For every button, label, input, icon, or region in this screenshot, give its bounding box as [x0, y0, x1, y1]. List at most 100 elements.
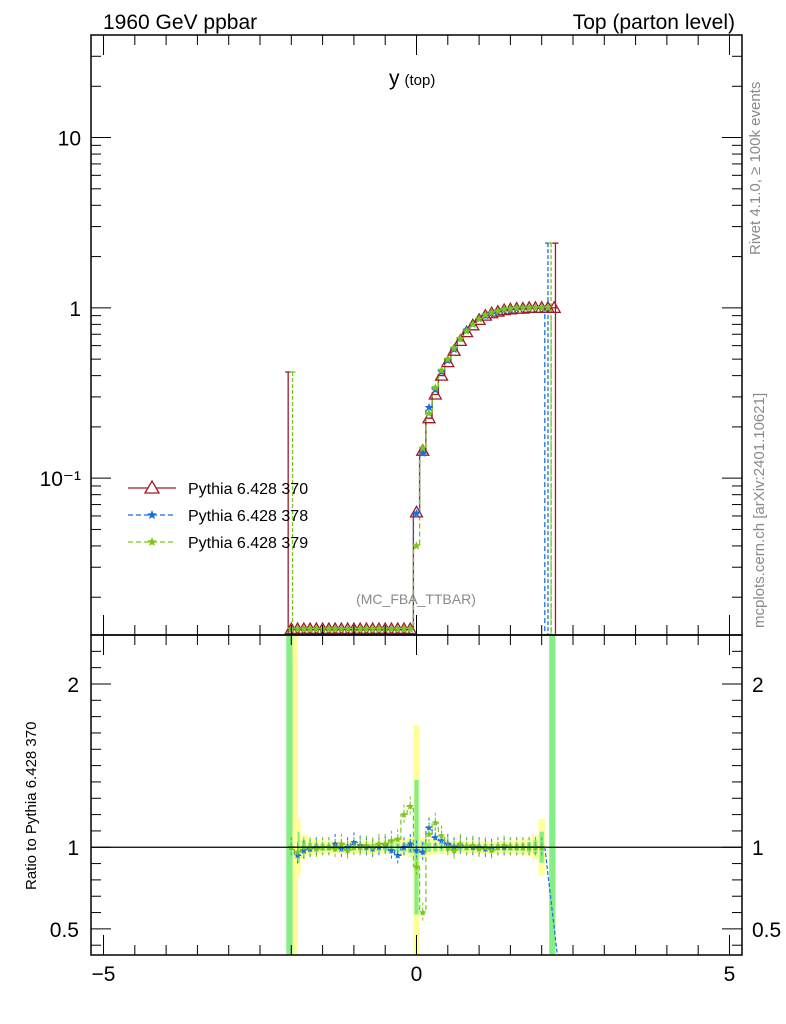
legend: Pythia 6.428 370 Pythia 6.428 378 Pythia 6…: [128, 479, 308, 552]
edge-band: [549, 636, 556, 954]
marker-379: [362, 624, 371, 633]
marker-379: [512, 303, 521, 312]
marker-370: [471, 312, 487, 326]
marker-379: [293, 624, 302, 633]
marker-379: [449, 343, 459, 352]
ratio-y-tick-label: 0.5: [50, 919, 79, 942]
marker-379: [456, 334, 465, 343]
ratio-marker: [387, 836, 396, 844]
marker-379: [355, 624, 365, 633]
marker-370: [421, 410, 437, 424]
ratio-y-tick-label: 1: [67, 837, 79, 860]
marker-379: [487, 307, 496, 317]
marker-379: [424, 408, 434, 418]
ratio-uncertainty-bands: [286, 635, 556, 955]
series-line-0: [288, 307, 558, 630]
ratio-marker: [475, 845, 483, 852]
plot-title-main: y: [389, 67, 400, 90]
y-tick-label: 10: [58, 128, 81, 151]
marker-370: [409, 505, 424, 518]
ratio-marker: [406, 840, 414, 848]
ratio-drop-line: [544, 847, 558, 956]
marker-379: [518, 303, 528, 312]
ratio-marker: [425, 823, 433, 831]
plot-title-sub: (top): [405, 72, 436, 89]
ratio-marker: [431, 833, 439, 841]
legend-marker: [147, 537, 157, 546]
marker-379: [468, 319, 478, 328]
ratio-marker: [350, 838, 358, 846]
ratio-marker: [294, 848, 302, 856]
ratio-marker: [437, 836, 446, 844]
marker-379: [524, 303, 534, 312]
ratio-marker: [344, 846, 352, 854]
marker-379: [412, 541, 421, 550]
marker-370: [440, 354, 455, 368]
marker-370: [453, 333, 468, 347]
x-tick-label: 5: [724, 963, 736, 986]
ratio-marker: [488, 846, 496, 854]
marker-379: [305, 624, 315, 633]
series-line-2: [288, 307, 558, 636]
marker-379: [493, 306, 503, 315]
ratio-marker: [412, 863, 421, 870]
legend-marker-370: [143, 479, 161, 494]
ratio-marker: [425, 830, 433, 838]
marker-379: [324, 624, 334, 633]
process-label: Top (parton level): [573, 11, 735, 34]
marker-370: [446, 343, 462, 356]
marker-379: [481, 310, 490, 319]
marker-379: [506, 304, 515, 313]
marker-379: [368, 624, 377, 633]
marker-370: [459, 324, 474, 338]
plot-title: y (top): [389, 67, 435, 90]
marker-379: [312, 624, 321, 633]
ratio-y-tick-label-right: 1: [752, 837, 764, 860]
ratio-marker: [312, 845, 320, 852]
marker-370: [434, 368, 449, 381]
marker-379: [418, 443, 427, 452]
ratio-marker: [431, 819, 439, 826]
ratio-marker: [381, 840, 389, 848]
marker-378: [418, 448, 427, 457]
ratio-marker: [419, 908, 427, 916]
main-plot-data: [284, 242, 562, 636]
series-line-1: [288, 307, 558, 636]
ratio-marker: [450, 846, 458, 854]
marker-379: [299, 624, 309, 633]
ratio-y-tick-label: 2: [67, 674, 79, 697]
ratio-marker: [406, 802, 414, 810]
legend-label: Pythia 6.428 379: [188, 535, 308, 552]
marker-379: [537, 303, 546, 312]
marker-379: [406, 624, 415, 633]
ratio-marker: [337, 845, 345, 852]
ratio-marker: [331, 840, 339, 848]
ratio-marker: [394, 835, 402, 843]
ratio-marker: [387, 846, 396, 854]
marker-378: [412, 509, 421, 518]
ratio-marker: [394, 851, 402, 859]
marker-379: [531, 303, 540, 312]
edge-band: [286, 636, 293, 954]
axes-ticks: 10⁻¹ 1 10 0.5 0.5 1 1 2 2 −5 0 5: [40, 34, 781, 986]
y-tick-label: 1: [69, 298, 81, 321]
marker-379: [337, 624, 346, 633]
ratio-marker: [456, 840, 464, 848]
ratio-y-tick-label-right: 2: [752, 674, 764, 697]
legend-marker: [147, 510, 157, 519]
analysis-label: (MC_FBA_TTBAR): [356, 591, 476, 607]
marker-379: [499, 304, 509, 313]
rivet-version-label: Rivet 4.1.0, ≥ 100k events: [747, 82, 764, 255]
ratio-plot-data: [91, 796, 742, 956]
marker-379: [374, 624, 384, 633]
ratio-marker: [437, 832, 446, 839]
marker-379: [431, 383, 440, 392]
marker-379: [393, 624, 402, 633]
marker-370: [428, 387, 443, 400]
ratio-line-1: [288, 805, 545, 914]
ratio-y-tick-label-right: 0.5: [752, 919, 781, 942]
marker-379: [443, 354, 453, 363]
marker-379: [330, 624, 340, 633]
marker-379: [343, 624, 352, 633]
